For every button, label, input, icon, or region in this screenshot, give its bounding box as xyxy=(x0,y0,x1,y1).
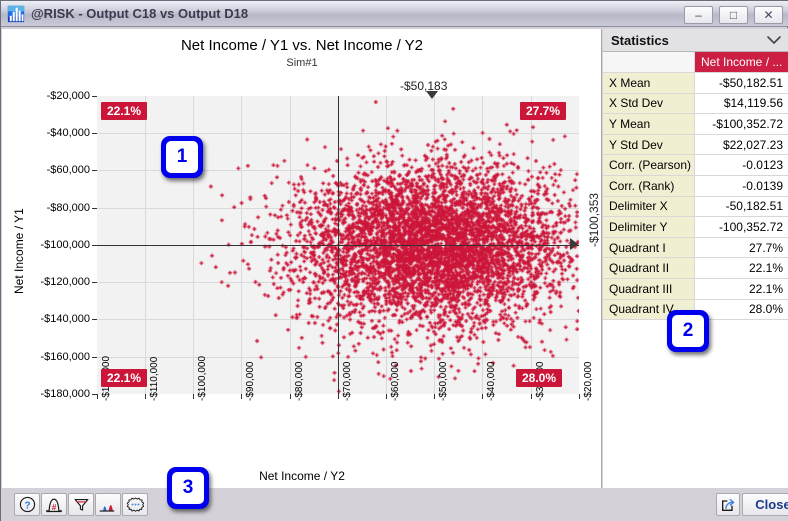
svg-text:?: ? xyxy=(24,500,30,511)
svg-text:#: # xyxy=(52,503,57,512)
